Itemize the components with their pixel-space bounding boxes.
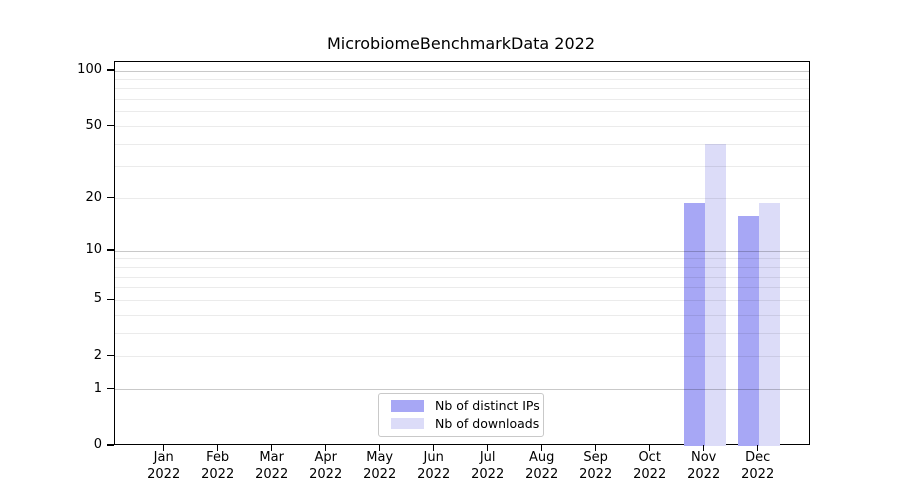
gridline-minor-80 xyxy=(114,88,809,90)
x-tick-mark-jan xyxy=(163,445,165,451)
gridline-minor-20 xyxy=(114,198,809,200)
plot-area xyxy=(113,60,810,446)
x-tick-label-aug: Aug 2022 xyxy=(525,450,559,482)
x-tick-label-dec: Dec 2022 xyxy=(741,450,775,482)
gridline-minor-3 xyxy=(114,332,809,334)
bar-downloads-dec xyxy=(758,202,780,446)
legend-label-downloads: Nb of downloads xyxy=(435,416,540,432)
gridline-minor-8 xyxy=(114,266,809,268)
y-tick-label-0: 0 xyxy=(93,437,102,452)
y-tick-mark-50 xyxy=(107,124,114,127)
gridline-major-10 xyxy=(114,250,809,252)
legend-label-distinct-ips: Nb of distinct IPs xyxy=(435,398,540,414)
y-tick-mark-0 xyxy=(107,444,114,446)
x-tick-mark-apr xyxy=(325,445,327,451)
x-tick-mark-may xyxy=(379,445,381,451)
x-tick-label-oct: Oct 2022 xyxy=(633,450,667,482)
x-tick-mark-jul xyxy=(487,445,489,451)
gridline-minor-30 xyxy=(114,166,809,168)
x-tick-label-nov: Nov 2022 xyxy=(687,450,721,482)
chart-title: MicrobiomeBenchmarkData 2022 xyxy=(326,34,596,53)
gridline-minor-5 xyxy=(114,299,809,301)
y-tick-mark-2 xyxy=(107,355,114,357)
y-tick-label-20: 20 xyxy=(85,189,102,205)
x-tick-mark-oct xyxy=(649,445,651,451)
gridline-minor-9 xyxy=(114,258,809,260)
y-tick-mark-5 xyxy=(107,298,114,301)
y-tick-label-5: 5 xyxy=(93,291,102,307)
bar-downloads-nov xyxy=(704,144,726,446)
gridline-minor-40 xyxy=(114,143,809,145)
y-tick-mark-100 xyxy=(107,69,114,71)
x-tick-mark-feb xyxy=(217,445,219,451)
x-tick-label-jun: Jun 2022 xyxy=(417,450,451,482)
x-tick-label-mar: Mar 2022 xyxy=(255,450,289,482)
gridline-minor-90 xyxy=(114,78,809,80)
legend-swatch-downloads xyxy=(391,417,424,430)
x-tick-label-jul: Jul 2022 xyxy=(471,450,505,482)
legend-swatch-distinct-ips xyxy=(391,400,424,412)
y-tick-label-100: 100 xyxy=(77,62,102,77)
x-tick-mark-dec xyxy=(757,445,759,451)
x-tick-mark-aug xyxy=(541,445,543,451)
legend-item-downloads: Nb of downloads xyxy=(391,416,539,431)
bar-distinct-ips-nov xyxy=(683,202,705,446)
x-tick-mark-sep xyxy=(595,445,597,451)
gridline-minor-60 xyxy=(114,111,809,113)
y-tick-mark-20 xyxy=(107,196,114,199)
gridline-minor-50 xyxy=(114,126,809,128)
y-tick-mark-1 xyxy=(107,387,114,390)
gridline-major-100 xyxy=(114,70,809,72)
gridline-major-1 xyxy=(114,389,809,391)
gridline-minor-7 xyxy=(114,276,809,278)
gridline-minor-4 xyxy=(114,314,809,316)
x-tick-mark-jun xyxy=(433,445,435,451)
legend-item-distinct-ips: Nb of distinct IPs xyxy=(391,398,540,413)
x-tick-mark-mar xyxy=(271,445,273,451)
x-tick-label-sep: Sep 2022 xyxy=(579,450,613,482)
y-tick-label-2: 2 xyxy=(93,347,102,363)
y-tick-mark-10 xyxy=(107,249,114,251)
y-tick-label-50: 50 xyxy=(85,117,102,133)
x-tick-label-apr: Apr 2022 xyxy=(309,450,343,482)
y-tick-label-1: 1 xyxy=(93,380,102,396)
y-tick-label-10: 10 xyxy=(85,242,102,258)
x-tick-label-may: May 2022 xyxy=(363,450,397,482)
x-tick-label-jan: Jan 2022 xyxy=(147,450,181,482)
gridline-minor-2 xyxy=(114,356,809,358)
bar-distinct-ips-dec xyxy=(737,215,759,446)
gridline-minor-70 xyxy=(114,99,809,101)
x-tick-mark-nov xyxy=(703,445,705,451)
legend: Nb of distinct IPs Nb of downloads xyxy=(378,392,544,437)
gridline-minor-6 xyxy=(114,287,809,289)
x-tick-label-feb: Feb 2022 xyxy=(201,450,235,482)
